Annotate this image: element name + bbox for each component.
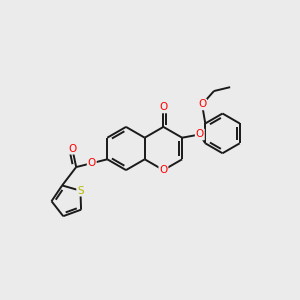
Text: O: O — [68, 144, 76, 154]
Text: O: O — [198, 99, 206, 110]
Text: S: S — [77, 186, 84, 196]
Text: O: O — [159, 103, 167, 112]
Text: O: O — [88, 158, 96, 168]
Text: O: O — [196, 130, 204, 140]
Text: O: O — [159, 165, 167, 175]
